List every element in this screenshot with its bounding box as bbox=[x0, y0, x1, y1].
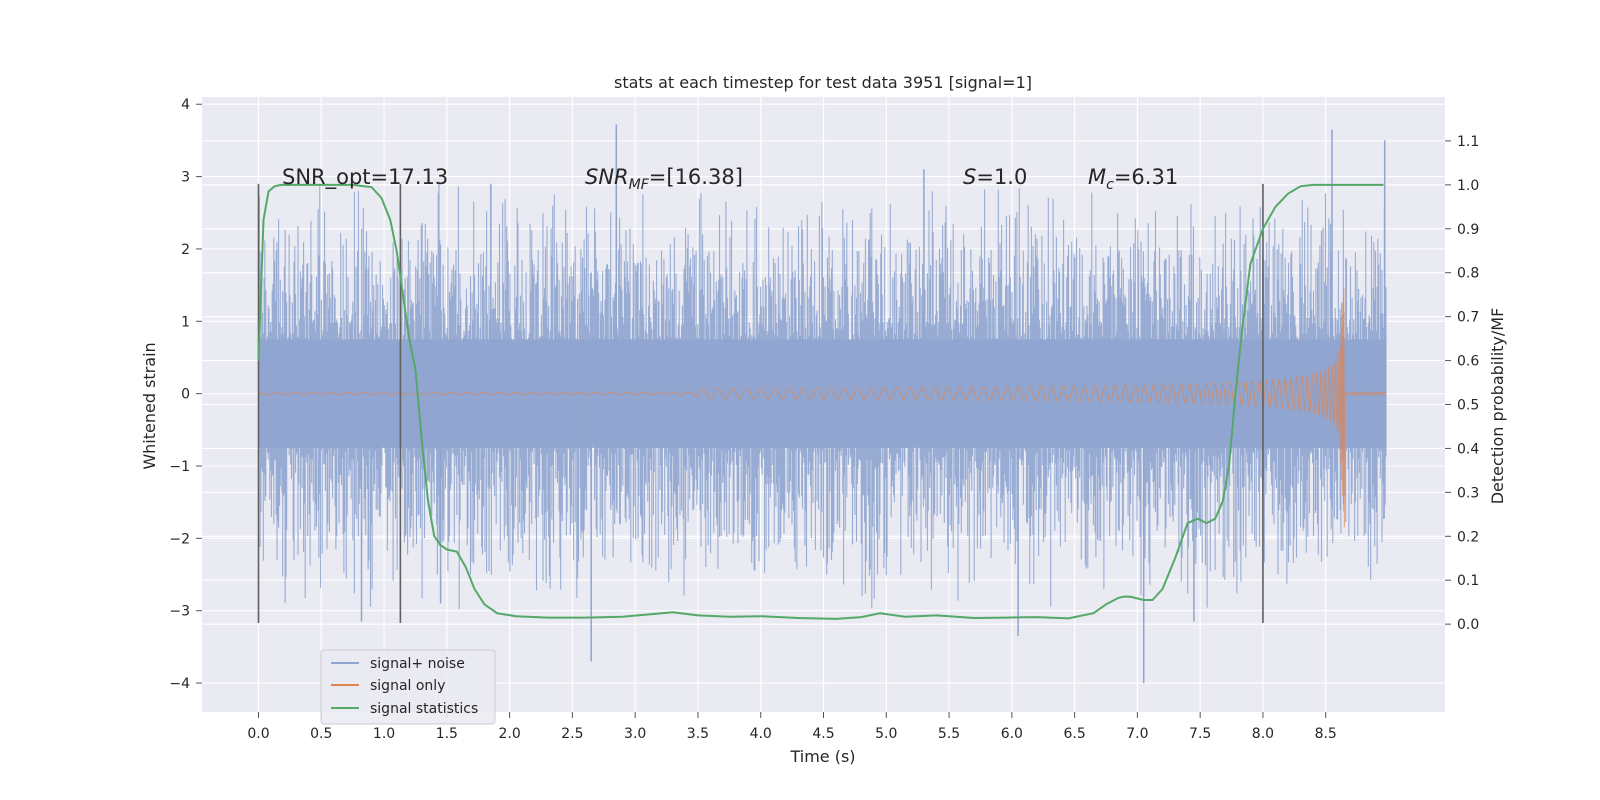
legend-box bbox=[320, 649, 496, 725]
y2-tick-label: 0.7 bbox=[1457, 310, 1479, 326]
y2-tick-label: 0.8 bbox=[1457, 266, 1479, 282]
annotation-s: S=1.0 bbox=[963, 165, 1027, 189]
annotation-snr-opt: SNR_opt=17.13 bbox=[282, 165, 448, 190]
x-tick-labels: 0.0 0.5 1.0 1.5 2.0 2.5 3.0 3.5 4.0 4.5 5.0 5.5 6.0 6… bbox=[247, 712, 1337, 742]
x-tick-label: 4.0 bbox=[750, 726, 772, 742]
legend: signal+ noise signal only signal statist… bbox=[320, 649, 496, 725]
x-tick-label: 7.0 bbox=[1126, 726, 1148, 742]
y-tick-label: 3 bbox=[181, 170, 190, 186]
y-tick-label: −2 bbox=[169, 531, 190, 547]
x-axis-label: Time (s) bbox=[789, 747, 855, 766]
series-signal-noise bbox=[257, 124, 1387, 684]
x-tick-label: 3.0 bbox=[624, 726, 646, 742]
y-tick-label: 4 bbox=[181, 97, 190, 113]
noise-outlier-peaks bbox=[360, 124, 1386, 684]
x-tick-label: 6.5 bbox=[1063, 726, 1085, 742]
series-signal-only bbox=[258, 287, 1387, 528]
y2-tick-label: 0.3 bbox=[1457, 485, 1479, 501]
stats-line bbox=[257, 183, 1384, 620]
y2-tick-label: 0.6 bbox=[1457, 354, 1479, 370]
y2-tick-label: 1.1 bbox=[1457, 134, 1479, 150]
annotation-mc: Mc=6.31 bbox=[1088, 165, 1178, 193]
x-tick-label: 5.0 bbox=[875, 726, 897, 742]
y-axis-label: Whitened strain bbox=[140, 342, 159, 469]
y2-tick-label: 0.1 bbox=[1457, 573, 1479, 589]
x-tick-label: 0.0 bbox=[247, 726, 269, 742]
x-tick-label: 2.0 bbox=[498, 726, 520, 742]
legend-label-signal: signal only bbox=[370, 678, 445, 694]
y-tick-labels: 4 3 2 1 0 −1 −2 −3 −4 bbox=[169, 97, 202, 692]
x-tick-label: 6.0 bbox=[1001, 726, 1023, 742]
y2-tick-label: 0.2 bbox=[1457, 529, 1479, 545]
y2-tick-label: 0.9 bbox=[1457, 222, 1479, 238]
chart-title: stats at each timestep for test data 395… bbox=[614, 73, 1032, 92]
y2-tick-label: 0.5 bbox=[1457, 398, 1479, 414]
x-tick-label: 1.0 bbox=[373, 726, 395, 742]
y-tick-label: −4 bbox=[169, 676, 190, 692]
signal-chirp-trace bbox=[258, 287, 1387, 528]
vertical-markers bbox=[257, 183, 1264, 624]
x-tick-label: 7.5 bbox=[1189, 726, 1211, 742]
y-tick-label: −3 bbox=[169, 604, 190, 620]
y2-tick-label: 0.4 bbox=[1457, 441, 1479, 457]
x-tick-label: 5.5 bbox=[938, 726, 960, 742]
y2-tick-label: 0.0 bbox=[1457, 617, 1479, 633]
legend-label-noise: signal+ noise bbox=[370, 656, 465, 672]
y-tick-label: 1 bbox=[181, 314, 190, 330]
x-tick-label: 4.5 bbox=[812, 726, 834, 742]
legend-label-stats: signal statistics bbox=[370, 701, 478, 717]
y-tick-label: −1 bbox=[169, 459, 190, 475]
x-tick-label: 8.5 bbox=[1315, 726, 1337, 742]
x-tick-label: 2.5 bbox=[561, 726, 583, 742]
x-tick-label: 8.0 bbox=[1252, 726, 1274, 742]
y2-tick-labels: 1.1 1.0 0.9 0.8 0.7 0.6 0.5 0.4 0.3 0.2 0.1 0.0 bbox=[1445, 134, 1479, 633]
y-tick-label: 2 bbox=[181, 242, 190, 258]
y-tick-label: 0 bbox=[181, 387, 190, 403]
y2-axis-label: Detection probability/MF bbox=[1488, 308, 1507, 505]
y2-tick-label: 1.0 bbox=[1457, 178, 1479, 194]
annotation-snr-mf: SNRMF=[16.38] bbox=[585, 165, 743, 193]
x-tick-label: 1.5 bbox=[436, 726, 458, 742]
series-signal-statistics bbox=[257, 183, 1384, 620]
x-tick-label: 3.5 bbox=[687, 726, 709, 742]
x-tick-label: 0.5 bbox=[310, 726, 332, 742]
